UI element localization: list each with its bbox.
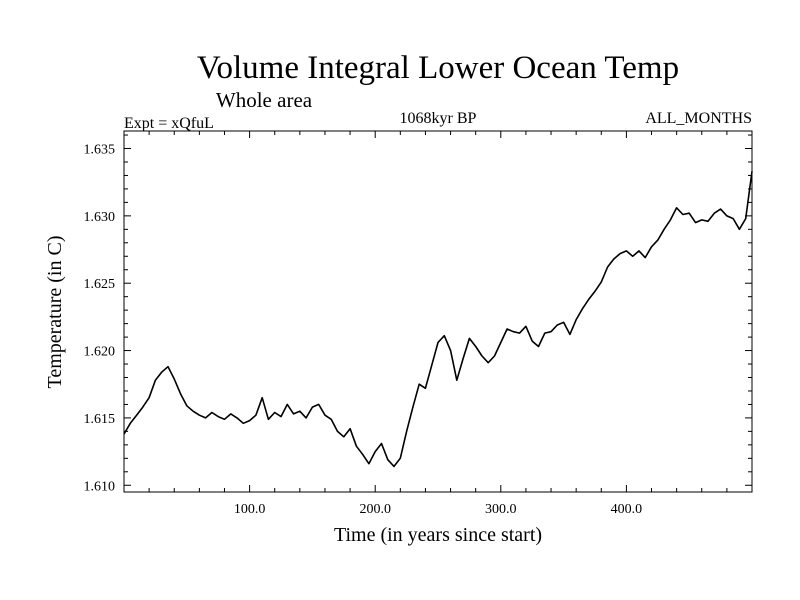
chart-title: Volume Integral Lower Ocean Temp <box>197 50 679 86</box>
x-tick-label: 400.0 <box>611 502 643 517</box>
y-axis-label: Temperature (in C) <box>44 236 66 389</box>
chart-subtitle: Whole area <box>216 88 313 112</box>
y-tick-label: 1.610 <box>84 479 116 494</box>
x-tick-label: 200.0 <box>359 502 391 517</box>
temperature-line <box>123 171 753 468</box>
x-axis-label: Time (in years since start) <box>334 524 542 546</box>
x-tick-label: 100.0 <box>234 502 266 517</box>
y-tick-label: 1.615 <box>84 412 116 427</box>
x-axis: 100.0 200.0 300.0 400.0 <box>148 131 728 517</box>
experiment-label: Expt = xQfuL <box>124 115 214 132</box>
y-axis: 1.610 1.615 1.620 1.625 1.630 1.635 <box>84 134 752 494</box>
plot-frame <box>123 130 753 493</box>
x-tick-label: 300.0 <box>485 502 517 517</box>
y-tick-label: 1.625 <box>84 277 116 292</box>
y-tick-label: 1.635 <box>84 143 116 158</box>
period-label: 1068kyr BP <box>400 110 477 127</box>
months-label: ALL_MONTHS <box>645 110 752 127</box>
y-tick-label: 1.620 <box>84 345 116 360</box>
y-tick-label: 1.630 <box>84 210 116 225</box>
